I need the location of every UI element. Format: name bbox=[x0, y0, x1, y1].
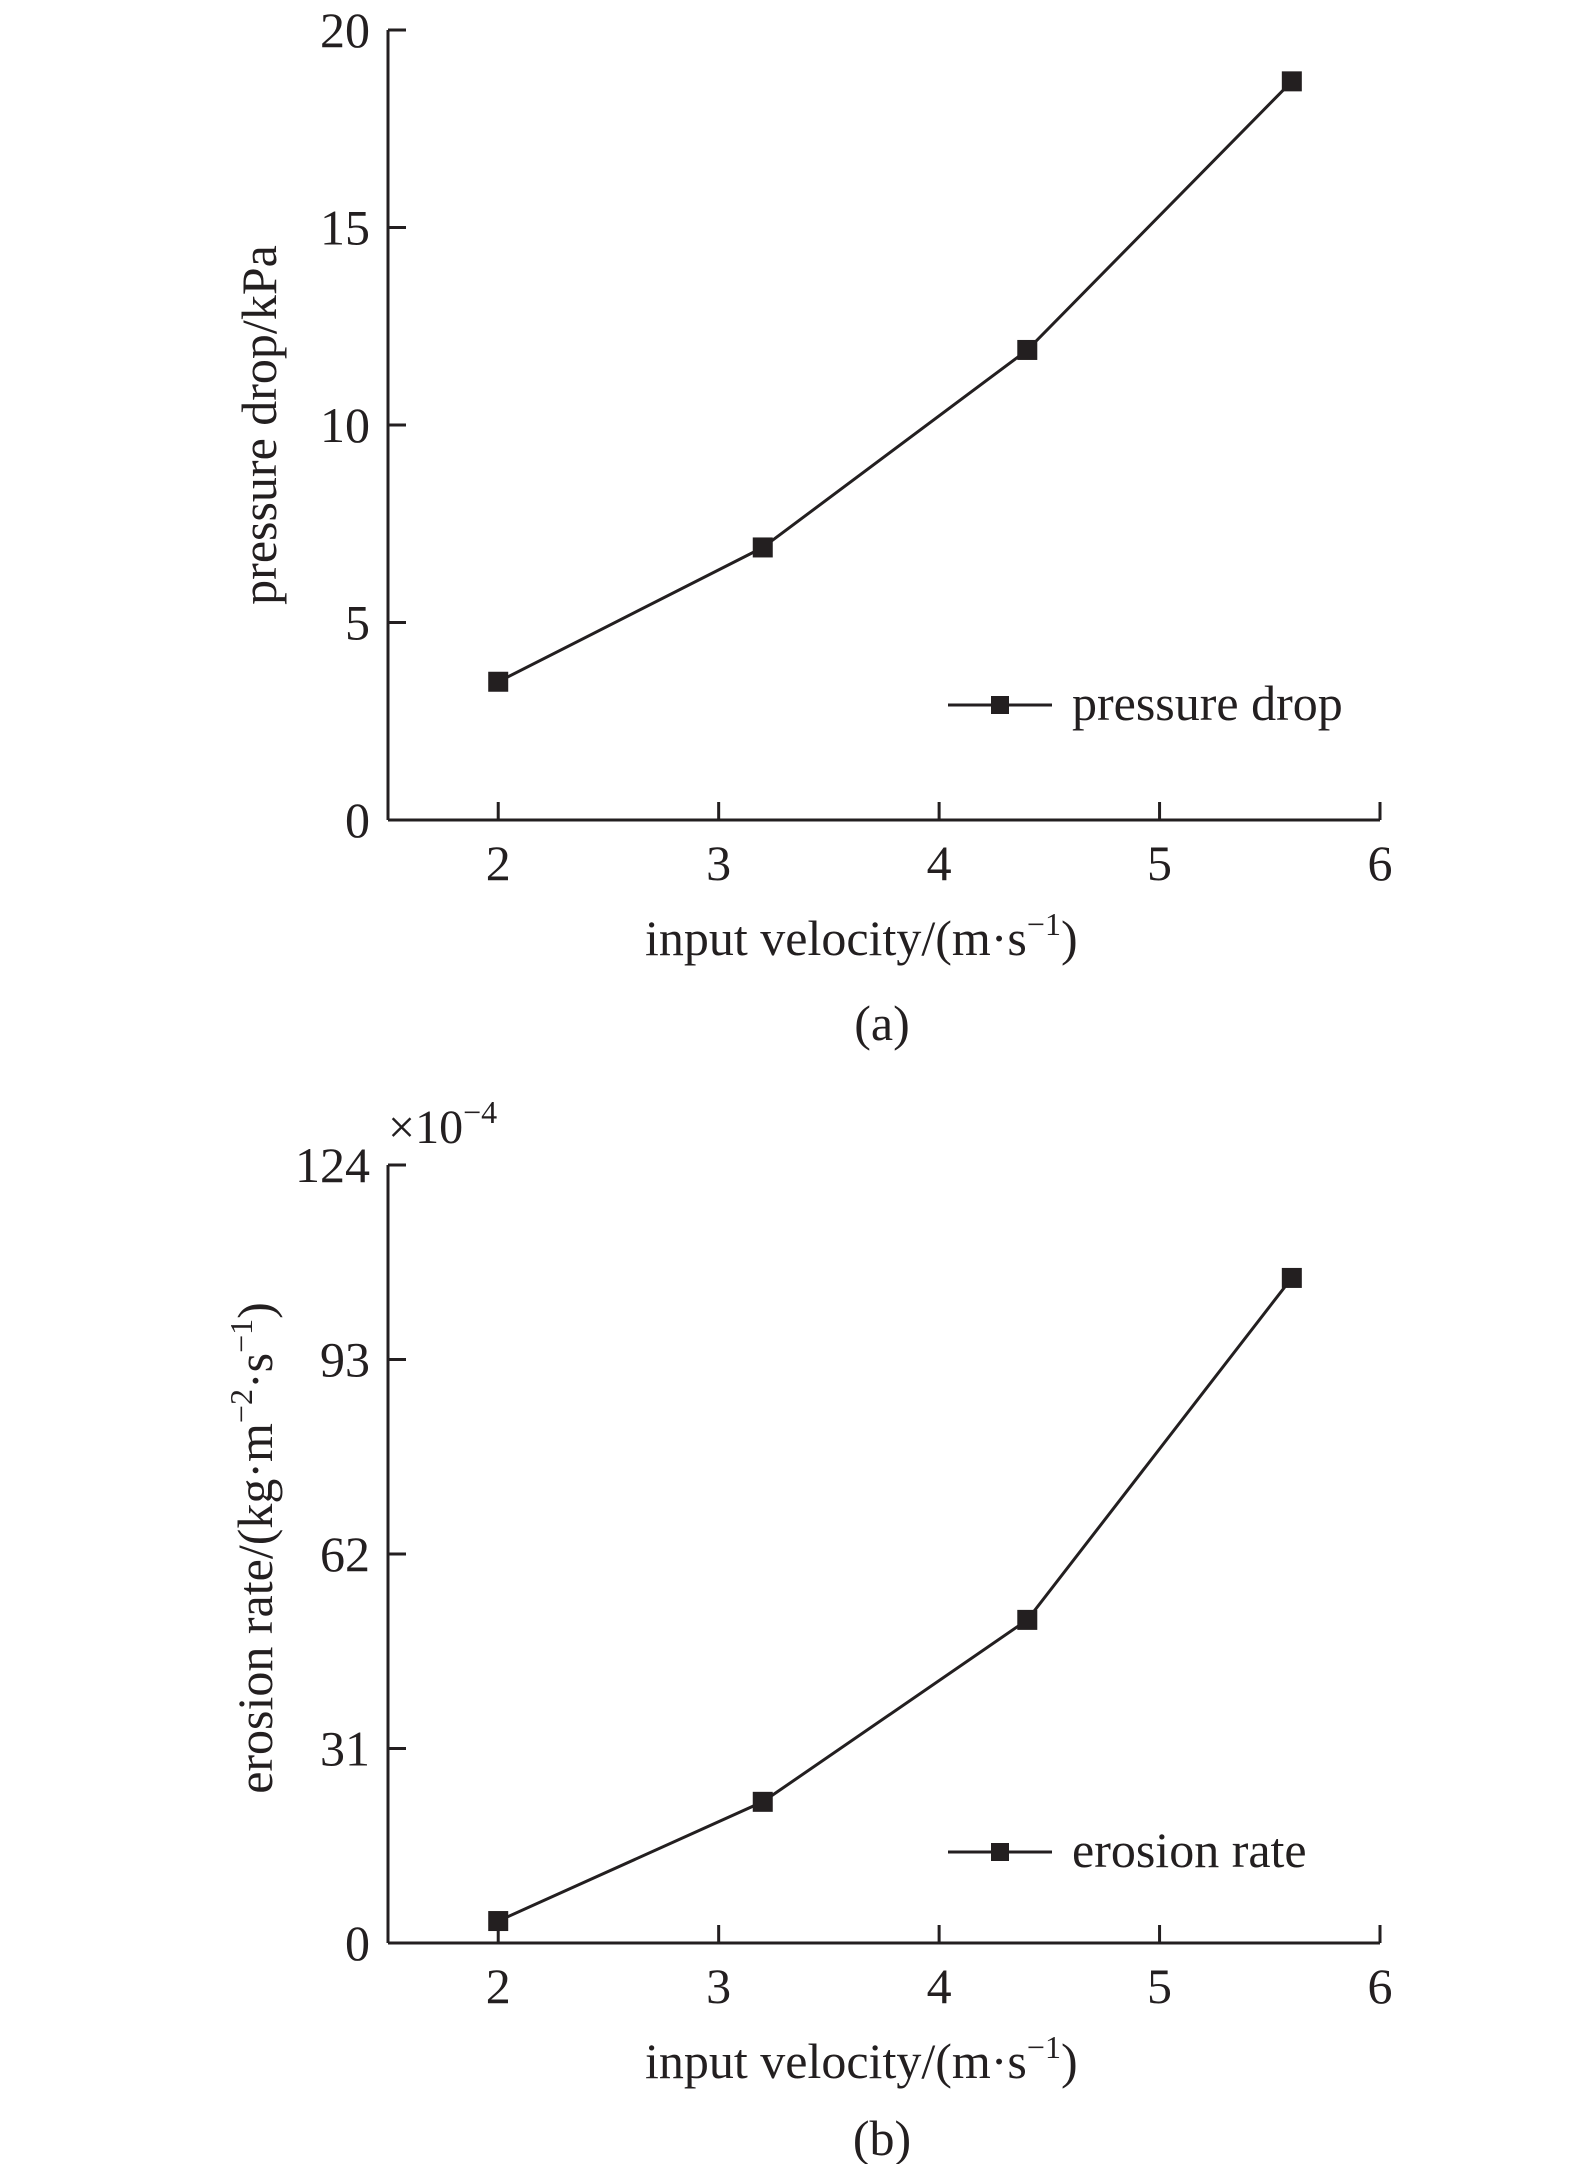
chart-a-xlabel: input velocity/(m·s−1) bbox=[645, 906, 1078, 966]
chart-b-x-tick-label: 5 bbox=[1147, 1958, 1172, 2014]
chart-b-data-point bbox=[752, 1791, 773, 1812]
chart-a-y-tick-label: 10 bbox=[320, 397, 370, 453]
chart-a-legend-label: pressure drop bbox=[1072, 675, 1343, 731]
chart-a-y-tick-label: 20 bbox=[320, 2, 370, 58]
chart-a-data-point bbox=[1017, 339, 1038, 360]
chart-a-y-tick-label: 5 bbox=[345, 595, 370, 651]
chart-b-multiplier: ×10−4 bbox=[388, 1094, 497, 1154]
chart-b-x-tick-label: 2 bbox=[486, 1958, 511, 2014]
chart-b-legend-marker bbox=[991, 1843, 1009, 1861]
chart-b-x-tick-label: 6 bbox=[1368, 1958, 1393, 2014]
chart-b-x-tick-label: 4 bbox=[927, 1958, 952, 2014]
chart-a-series-line bbox=[497, 80, 1293, 684]
chart-a-ylabel: pressure drop/kPa bbox=[231, 245, 287, 605]
chart-b-data-point bbox=[1281, 1267, 1302, 1288]
chart-a-x-tick-label: 2 bbox=[486, 835, 511, 891]
chart-b-panel-label: (b) bbox=[853, 2110, 911, 2164]
chart-b-y-tick-label: 93 bbox=[320, 1332, 370, 1388]
chart-b-xlabel: input velocity/(m·s−1) bbox=[645, 2029, 1078, 2089]
chart-b: 0 31 62 93 124 2 3 4 5 6 ×10−4 erosion rate/(kg·… bbox=[223, 1094, 1393, 2164]
chart-a: 0 5 10 15 20 2 3 4 5 6 pressure drop/kPa input v… bbox=[231, 2, 1393, 1051]
chart-b-y-tick-label: 0 bbox=[345, 1915, 370, 1971]
chart-b-ylabel: erosion rate/(kg·m−2·s−1) bbox=[223, 1302, 283, 1794]
chart-a-legend-marker bbox=[991, 696, 1009, 714]
chart-b-series-line bbox=[497, 1276, 1293, 1923]
chart-a-data-point bbox=[752, 537, 773, 558]
chart-a-x-tick-label: 4 bbox=[927, 835, 952, 891]
chart-b-data-point bbox=[488, 1911, 509, 1932]
chart-a-x-ticks: 2 3 4 5 6 bbox=[486, 802, 1393, 891]
chart-a-legend: pressure drop bbox=[948, 675, 1343, 731]
chart-b-legend: erosion rate bbox=[948, 1822, 1307, 1878]
chart-a-data-point bbox=[488, 671, 509, 692]
chart-b-y-tick-label: 124 bbox=[295, 1137, 370, 1193]
chart-b-legend-label: erosion rate bbox=[1072, 1822, 1307, 1878]
chart-a-y-tick-label: 0 bbox=[345, 792, 370, 848]
chart-a-data-point bbox=[1281, 71, 1302, 92]
chart-a-x-tick-label: 3 bbox=[706, 835, 731, 891]
chart-a-series bbox=[488, 71, 1302, 692]
chart-b-series bbox=[488, 1267, 1302, 1932]
chart-b-y-tick-label: 31 bbox=[320, 1721, 370, 1777]
chart-b-data-point bbox=[1017, 1609, 1038, 1630]
chart-b-x-tick-label: 3 bbox=[706, 1958, 731, 2014]
chart-b-x-ticks: 2 3 4 5 6 bbox=[486, 1925, 1393, 2014]
chart-a-x-tick-label: 5 bbox=[1147, 835, 1172, 891]
chart-a-x-tick-label: 6 bbox=[1368, 835, 1393, 891]
chart-a-y-ticks: 0 5 10 15 20 bbox=[320, 2, 406, 848]
chart-b-y-ticks: 0 31 62 93 124 bbox=[295, 1137, 406, 1971]
chart-a-y-tick-label: 15 bbox=[320, 200, 370, 256]
chart-b-y-tick-label: 62 bbox=[320, 1526, 370, 1582]
chart-a-panel-label: (a) bbox=[854, 995, 910, 1051]
